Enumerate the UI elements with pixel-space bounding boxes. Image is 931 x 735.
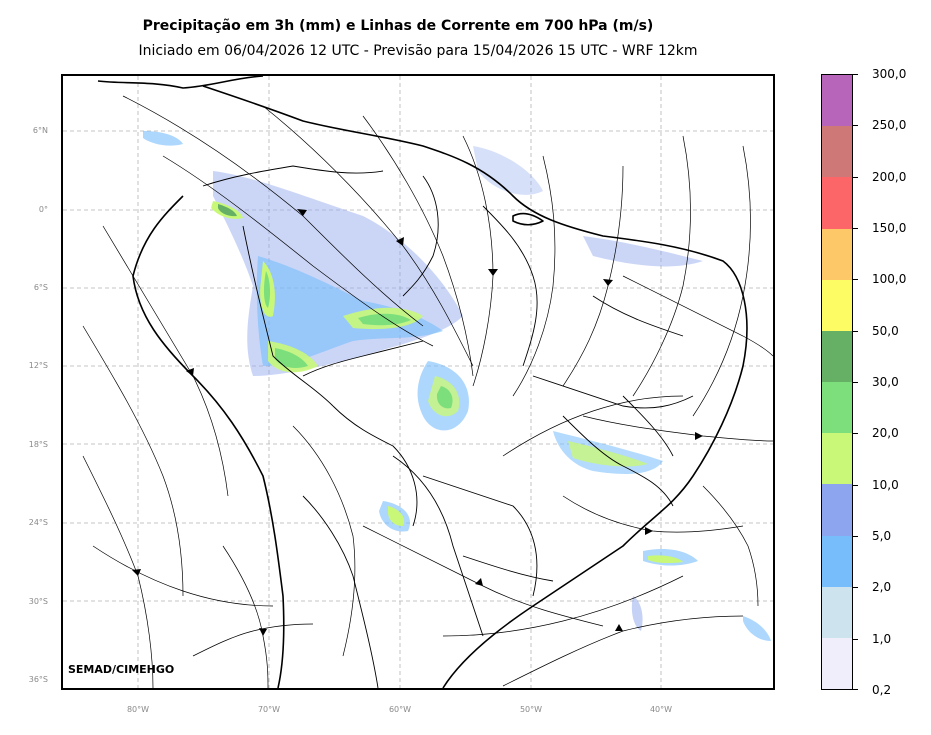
colorbar-segment <box>822 637 852 689</box>
lon-label: 50°W <box>519 705 543 714</box>
colorbar-tick <box>853 587 858 588</box>
colorbar-segment <box>822 228 852 280</box>
precipitation-field <box>143 131 771 641</box>
colorbar <box>821 74 853 690</box>
precip-band-amazon <box>211 171 463 376</box>
colorbar-tick <box>853 689 858 690</box>
country-borders <box>202 165 694 688</box>
colorbar-label: 50,0 <box>872 324 899 338</box>
streamline-arrowhead <box>396 237 404 246</box>
colorbar-label: 100,0 <box>872 272 907 286</box>
colorbar-label: 150,0 <box>872 221 907 235</box>
coastline-caribbean <box>202 85 748 688</box>
colorbar-segment <box>822 433 852 485</box>
streamline-arrowhead <box>603 279 613 286</box>
colorbar-label: 0,2 <box>872 683 892 697</box>
streamline-arrowhead <box>186 368 194 376</box>
credit-label: SEMAD/CIMEHGO <box>68 663 175 676</box>
colorbar-label: 250,0 <box>872 118 907 132</box>
lat-label: 6°N <box>32 126 48 135</box>
lon-label: 70°W <box>257 705 281 714</box>
colorbar-label: 300,0 <box>872 67 907 81</box>
colorbar-tick <box>853 228 858 229</box>
streamline-arrowhead <box>645 527 653 535</box>
chart-subtitle: Iniciado em 06/04/2026 12 UTC - Previsão… <box>138 43 698 59</box>
lat-label: 6°S <box>33 283 48 292</box>
colorbar-segment <box>822 177 852 229</box>
lat-label: 12°S <box>28 361 48 370</box>
colorbar-segment <box>822 279 852 331</box>
colorbar-tick <box>853 177 858 178</box>
colorbar-label: 20,0 <box>872 426 899 440</box>
coastline-estuary <box>512 212 544 226</box>
lat-label: 18°S <box>28 440 48 449</box>
colorbar-tick <box>853 639 858 640</box>
streamline-arrowhead <box>615 624 623 631</box>
colorbar-label: 200,0 <box>872 170 907 184</box>
streamline-arrows <box>132 209 703 636</box>
colorbar-label: 5,0 <box>872 529 892 543</box>
colorbar-segment <box>822 75 852 127</box>
colorbar-tick <box>853 125 858 126</box>
streamline-arrowhead <box>259 628 267 636</box>
lat-label: 36°S <box>28 675 48 684</box>
colorbar-segment <box>822 382 852 434</box>
colorbar-label: 10,0 <box>872 478 899 492</box>
coastline-north <box>97 76 264 89</box>
lat-label: 0° <box>38 205 48 214</box>
colorbar-tick <box>853 382 858 383</box>
streamline-arrowhead <box>488 269 498 276</box>
colorbar-label: 30,0 <box>872 375 899 389</box>
graticule <box>63 76 773 688</box>
streamline-arrowhead <box>297 209 307 216</box>
colorbar-tick <box>853 485 858 486</box>
map-canvas <box>63 76 773 688</box>
chart-title: Precipitação em 3h (mm) e Linhas de Corr… <box>142 18 654 34</box>
lat-label: 24°S <box>28 518 48 527</box>
lat-label: 30°S <box>28 597 48 606</box>
streamline-arrowhead <box>695 432 703 440</box>
colorbar-segment <box>822 330 852 382</box>
colorbar-segment <box>822 586 852 638</box>
colorbar-tick <box>853 74 858 75</box>
colorbar-segment <box>822 484 852 536</box>
streamline-arrowhead <box>475 578 483 586</box>
colorbar-segment <box>822 535 852 587</box>
map-panel[interactable] <box>61 74 775 690</box>
colorbar-label: 1,0 <box>872 632 892 646</box>
colorbar-tick <box>853 279 858 280</box>
colorbar-tick <box>853 433 858 434</box>
lon-label: 80°W <box>126 705 150 714</box>
precip-band-central <box>143 131 771 641</box>
colorbar-tick <box>853 536 858 537</box>
lon-label: 60°W <box>388 705 412 714</box>
colorbar-tick <box>853 331 858 332</box>
colorbar-segment <box>822 126 852 178</box>
colorbar-label: 2,0 <box>872 580 892 594</box>
streamlines <box>82 95 773 688</box>
streamline-arrowhead <box>132 569 141 576</box>
lon-label: 40°W <box>649 705 673 714</box>
